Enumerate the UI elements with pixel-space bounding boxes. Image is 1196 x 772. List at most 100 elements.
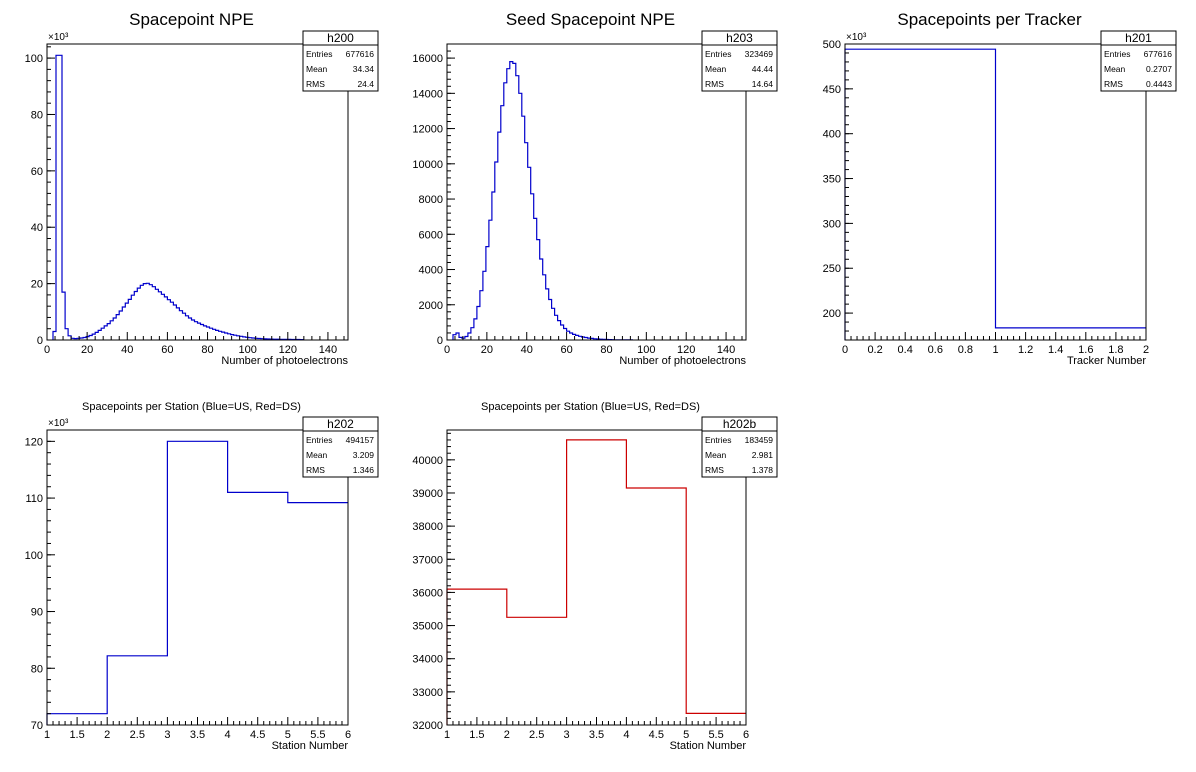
x-tick-label: 6 — [345, 729, 351, 741]
y-tick-label: 400 — [823, 129, 841, 141]
chart-title: Seed Spacepoint NPE — [506, 10, 675, 29]
stats-mean-value: 34.34 — [353, 64, 375, 74]
x-tick-label: 120 — [677, 344, 695, 356]
x-tick-label: 40 — [521, 344, 533, 356]
x-tick-label: 4.5 — [250, 729, 265, 741]
x-tick-label: 1 — [44, 729, 50, 741]
stats-entries-label: Entries — [705, 435, 731, 445]
histogram-bin — [137, 288, 140, 340]
histogram-bin — [167, 441, 227, 725]
stats-entries-value: 677616 — [346, 49, 375, 59]
histogram-bin — [447, 589, 507, 725]
x-tick-label: 2 — [504, 729, 510, 741]
stats-rms-value: 1.378 — [752, 465, 774, 475]
stats-entries-label: Entries — [1104, 49, 1130, 59]
histogram-series-line — [52, 54, 304, 341]
y-tick-label: 0 — [37, 335, 43, 347]
y-tick-label: 10000 — [412, 159, 443, 171]
histogram-bin — [519, 93, 522, 340]
y-tick-label: 40 — [31, 222, 43, 234]
histogram-bin — [176, 308, 179, 340]
x-axis-title: Number of photoelectrons — [221, 355, 348, 367]
stats-mean-label: Mean — [1104, 64, 1126, 74]
stats-histogram-name: h201 — [1125, 31, 1152, 45]
plot-frame — [46, 43, 349, 341]
x-tick-label: 4 — [623, 729, 629, 741]
x-tick-label: 5.5 — [310, 729, 325, 741]
histogram-bin — [228, 492, 288, 725]
y-tick-label: 40000 — [412, 455, 443, 467]
x-tick-label: 60 — [161, 344, 173, 356]
stats-entries-label: Entries — [705, 49, 731, 59]
histogram-bin — [198, 323, 201, 340]
plot-frame — [446, 429, 747, 726]
x-tick-label: 3 — [564, 729, 570, 741]
x-tick-label: 6 — [743, 729, 749, 741]
y-tick-label: 35000 — [412, 621, 443, 633]
stats-box: h203 Entries 323469 Mean 44.44 RMS 14.64 — [701, 30, 778, 92]
x-tick-label: 140 — [319, 344, 337, 356]
x-tick-label: 2.5 — [130, 729, 145, 741]
histogram-series-line — [446, 439, 746, 725]
y-tick-label: 300 — [823, 218, 841, 230]
y-multiplier-label: ×10³ — [48, 418, 69, 429]
y-tick-label: 32000 — [412, 720, 443, 732]
stats-box: h201 Entries 677616 Mean 0.2707 RMS 0.4443 — [1100, 30, 1177, 92]
x-tick-label: 0 — [842, 344, 848, 356]
stats-mean-value: 3.209 — [353, 450, 375, 460]
x-tick-label: 1.4 — [1048, 344, 1063, 356]
y-tick-label: 20 — [31, 279, 43, 291]
stats-mean-label: Mean — [705, 64, 727, 74]
histogram-bin — [510, 62, 513, 340]
x-tick-label: 4 — [225, 729, 231, 741]
stats-rms-label: RMS — [1104, 79, 1123, 89]
stats-mean-value: 0.2707 — [1146, 64, 1172, 74]
y-tick-label: 250 — [823, 263, 841, 275]
y-tick-label: 100 — [25, 550, 43, 562]
histogram-bin — [134, 292, 137, 341]
x-axis-title: Number of photoelectrons — [619, 355, 746, 367]
y-tick-label: 450 — [823, 84, 841, 96]
stats-mean-label: Mean — [306, 450, 328, 460]
histogram-bin — [507, 69, 510, 340]
y-tick-label: 0 — [437, 335, 443, 347]
stats-entries-value: 323469 — [745, 49, 774, 59]
y-multiplier-label: ×10³ — [48, 32, 69, 43]
y-tick-label: 6000 — [419, 229, 443, 241]
y-tick-label: 80 — [31, 109, 43, 121]
stats-mean-label: Mean — [306, 64, 328, 74]
stats-histogram-name: h203 — [726, 31, 753, 45]
histogram-bin — [155, 289, 158, 340]
histogram-bin — [122, 307, 125, 340]
y-tick-label: 39000 — [412, 488, 443, 500]
y-tick-label: 12000 — [412, 124, 443, 136]
y-tick-label: 120 — [25, 436, 43, 448]
histogram-series-line — [46, 440, 348, 725]
stats-histogram-name: h202 — [327, 417, 354, 431]
stats-mean-label: Mean — [705, 450, 727, 460]
stats-rms-value: 24.4 — [357, 79, 374, 89]
x-tick-label: 40 — [121, 344, 133, 356]
x-axis-title: Tracker Number — [1067, 355, 1146, 367]
y-tick-label: 350 — [823, 174, 841, 186]
y-tick-label: 33000 — [412, 687, 443, 699]
stats-entries-label: Entries — [306, 49, 332, 59]
histogram-bin — [173, 305, 176, 340]
histogram-bin — [513, 63, 516, 340]
stats-entries-label: Entries — [306, 435, 332, 445]
y-tick-label: 38000 — [412, 521, 443, 533]
histogram-panel-4: Spacepoints per Station (Blue=US, Red=DS… — [25, 401, 379, 752]
chart-title: Spacepoints per Tracker — [897, 10, 1082, 29]
histogram-bin — [195, 322, 198, 340]
x-tick-label: 1.5 — [469, 729, 484, 741]
y-tick-label: 14000 — [412, 88, 443, 100]
histogram-bin — [107, 656, 167, 725]
x-tick-label: 0.8 — [958, 344, 973, 356]
histogram-bin — [201, 325, 204, 341]
stats-box: h202b Entries 183459 Mean 2.981 RMS 1.378 — [701, 416, 778, 478]
x-tick-label: 1 — [992, 344, 998, 356]
histogram-bin — [179, 311, 182, 340]
x-tick-label: 20 — [481, 344, 493, 356]
x-tick-label: 5 — [285, 729, 291, 741]
stats-rms-label: RMS — [705, 79, 724, 89]
